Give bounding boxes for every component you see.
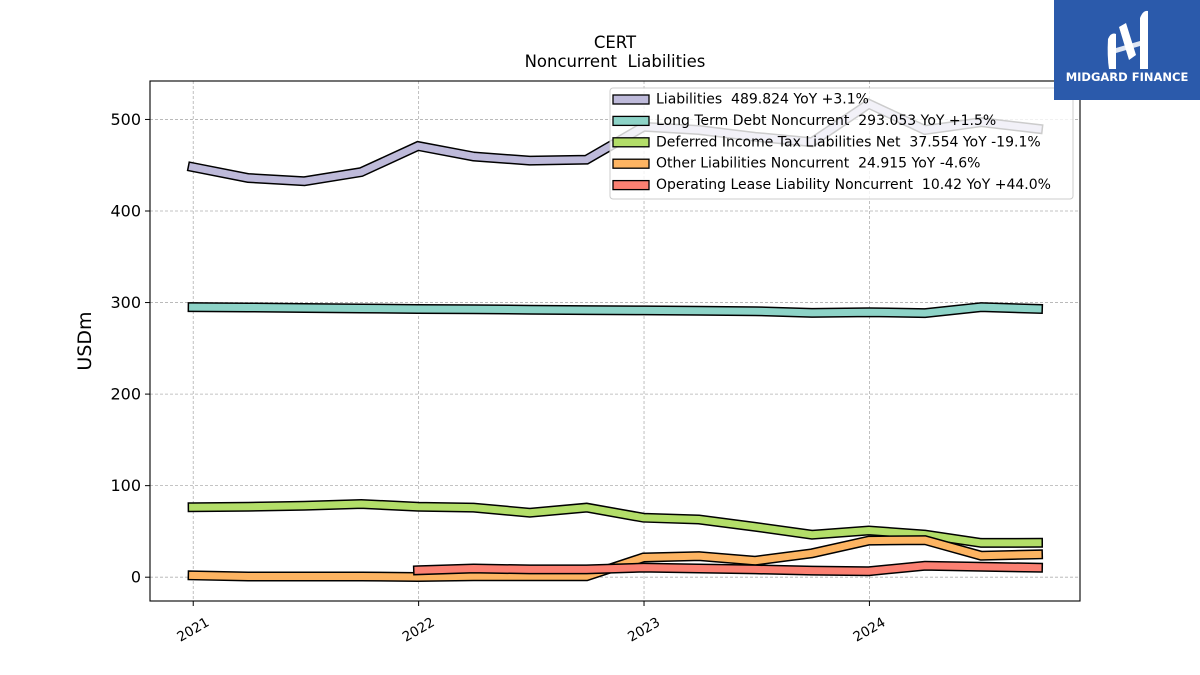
legend-yoy-label: YoY bbox=[792, 92, 817, 108]
legend-series-name: Operating Lease Liability Noncurrent bbox=[656, 177, 914, 193]
legend-latest-value: 489.824 bbox=[731, 92, 789, 108]
y-tick-label: 500 bbox=[110, 110, 141, 129]
series-line-deferred-income-tax-liabilities-net bbox=[189, 500, 1042, 547]
legend-item: Liabilities 489.824 YoY +3.1% bbox=[612, 92, 869, 108]
legend-series-name: Liabilities bbox=[656, 92, 722, 108]
legend-yoy-value: -4.6% bbox=[940, 156, 981, 172]
legend-yoy-label: YoY bbox=[920, 113, 945, 129]
legend-item: Long Term Debt Noncurrent 293.053 YoY +1… bbox=[612, 113, 996, 129]
y-tick-label: 0 bbox=[131, 568, 141, 587]
legend-latest-value: 10.42 bbox=[922, 177, 962, 193]
legend-yoy-label: YoY bbox=[962, 134, 987, 150]
y-axis-label: USDm bbox=[74, 311, 96, 370]
legend-latest-value: 293.053 bbox=[858, 113, 916, 129]
legend-swatch bbox=[612, 94, 650, 105]
legend-yoy-value: +1.5% bbox=[949, 113, 996, 129]
legend-latest-value: 37.554 bbox=[909, 134, 958, 150]
legend-yoy-value: +3.1% bbox=[822, 92, 869, 108]
legend-item: Operating Lease Liability Noncurrent 10.… bbox=[612, 177, 1051, 193]
series-line-long-term-debt-noncurrent bbox=[189, 303, 1042, 317]
legend-spacer bbox=[722, 92, 731, 108]
legend-label: Operating Lease Liability Noncurrent 10.… bbox=[656, 177, 1051, 193]
y-tick-label: 400 bbox=[110, 202, 141, 221]
legend-series-name: Other Liabilities Noncurrent bbox=[656, 156, 850, 172]
logo-wordmark: MIDGARD FINANCE bbox=[1065, 70, 1189, 84]
legend-yoy-value: +44.0% bbox=[995, 177, 1051, 193]
plot-frame bbox=[149, 80, 1081, 602]
series-line-operating-lease-liability-noncurrent bbox=[414, 562, 1042, 575]
y-tick-label: 200 bbox=[110, 385, 141, 404]
midgard-logo-icon bbox=[1107, 10, 1148, 69]
chart-title: CERT bbox=[594, 33, 637, 52]
legend-spacer bbox=[849, 156, 858, 172]
y-tick-label: 100 bbox=[110, 476, 141, 495]
chart-subtitle: Noncurrent Liabilities bbox=[525, 52, 706, 71]
legend-yoy-label: YoY bbox=[911, 156, 936, 172]
legend-spacer bbox=[913, 177, 922, 193]
legend-item: Deferred Income Tax Liabilities Net 37.5… bbox=[612, 134, 1041, 150]
legend-yoy-value: -19.1% bbox=[991, 134, 1041, 150]
midgard-finance-logo: MIDGARD FINANCE bbox=[1054, 0, 1200, 100]
legend-swatch bbox=[612, 179, 650, 191]
y-tick-label: 300 bbox=[110, 293, 141, 312]
legend-box bbox=[609, 87, 1074, 200]
legend-label: Long Term Debt Noncurrent 293.053 YoY +1… bbox=[656, 113, 996, 129]
legend-label: Other Liabilities Noncurrent 24.915 YoY … bbox=[656, 156, 980, 172]
legend-swatch bbox=[612, 115, 650, 127]
legend-spacer bbox=[901, 134, 910, 150]
legend-latest-value: 24.915 bbox=[858, 156, 907, 172]
legend-series-name: Deferred Income Tax Liabilities Net bbox=[656, 134, 901, 150]
legend: Liabilities 489.824 YoY +3.1% Long Term D… bbox=[609, 87, 1074, 200]
legend-swatch bbox=[612, 137, 650, 148]
legend-label: Liabilities 489.824 YoY +3.1% bbox=[656, 92, 869, 108]
legend-label: Deferred Income Tax Liabilities Net 37.5… bbox=[656, 134, 1041, 150]
legend-item: Other Liabilities Noncurrent 24.915 YoY … bbox=[612, 156, 980, 172]
legend-yoy-label: YoY bbox=[965, 177, 990, 193]
legend-swatch bbox=[612, 158, 650, 169]
legend-series-name: Long Term Debt Noncurrent bbox=[656, 113, 850, 129]
legend-spacer bbox=[849, 113, 858, 129]
